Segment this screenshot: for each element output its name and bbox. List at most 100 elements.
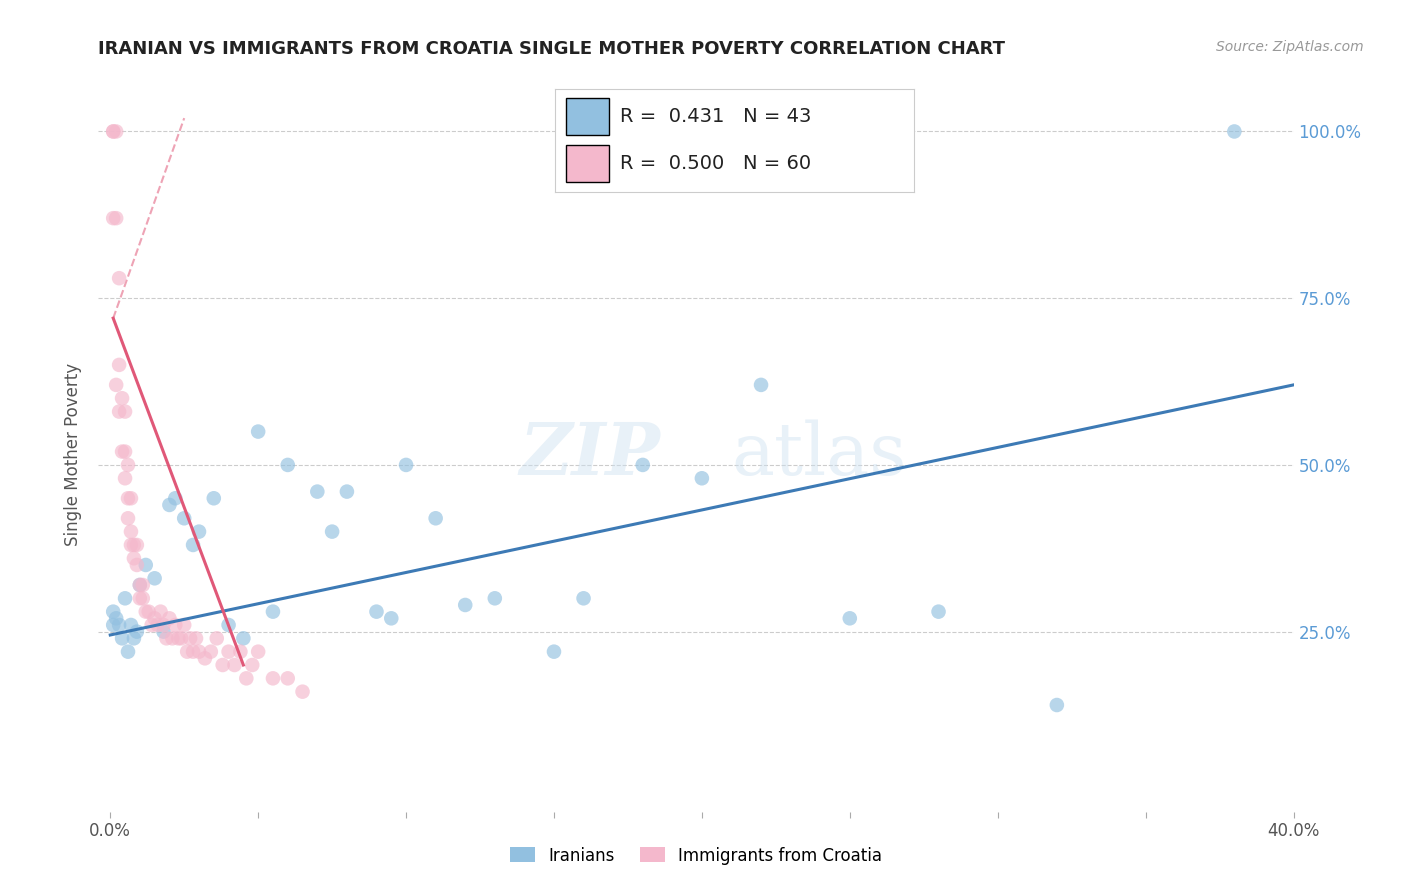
FancyBboxPatch shape [567, 98, 609, 136]
Point [128, 578, 150, 592]
Point [125, 538, 148, 552]
Point [146, 618, 169, 632]
Point [114, 404, 136, 418]
Point [262, 671, 284, 685]
Point [122, 551, 145, 566]
Point [114, 471, 136, 485]
Point [103, 618, 125, 632]
Point [749, 377, 772, 392]
Point [132, 591, 155, 606]
Point [125, 624, 148, 639]
Point [122, 632, 145, 646]
Point [262, 605, 284, 619]
Point [108, 358, 131, 372]
Point [211, 658, 233, 673]
Point [336, 484, 359, 499]
Point [162, 632, 184, 646]
Text: IRANIAN VS IMMIGRANTS FROM CROATIA SINGLE MOTHER POVERTY CORRELATION CHART: IRANIAN VS IMMIGRANTS FROM CROATIA SINGL… [98, 40, 1005, 58]
Point [395, 458, 418, 472]
Point [103, 124, 125, 138]
Point [181, 538, 204, 552]
Point [235, 671, 257, 685]
Point [277, 458, 299, 472]
Point [543, 645, 565, 659]
Point [690, 471, 713, 485]
Point [105, 211, 128, 226]
Point [111, 444, 134, 458]
Point [122, 538, 145, 552]
Point [380, 611, 402, 625]
Point [188, 524, 211, 539]
Point [165, 491, 187, 506]
Point [152, 624, 174, 639]
Point [117, 491, 139, 506]
Point [114, 444, 136, 458]
Point [321, 524, 343, 539]
Point [108, 404, 131, 418]
Point [247, 425, 270, 439]
Point [291, 684, 314, 698]
Point [105, 124, 128, 138]
Point [200, 645, 222, 659]
Point [188, 645, 211, 659]
Point [218, 645, 240, 659]
Text: R =  0.431   N = 43: R = 0.431 N = 43 [620, 107, 811, 127]
Text: ZIP: ZIP [519, 419, 661, 491]
Point [157, 498, 180, 512]
Point [125, 558, 148, 572]
Point [170, 632, 193, 646]
Point [149, 605, 172, 619]
Point [128, 591, 150, 606]
Point [138, 605, 160, 619]
Legend: Iranians, Immigrants from Croatia: Iranians, Immigrants from Croatia [503, 840, 889, 871]
Text: R =  0.500   N = 60: R = 0.500 N = 60 [620, 153, 811, 172]
Point [838, 611, 860, 625]
Point [105, 377, 128, 392]
Point [307, 484, 329, 499]
Point [176, 645, 198, 659]
Point [194, 651, 217, 665]
Point [117, 645, 139, 659]
Point [232, 632, 254, 646]
Point [454, 598, 477, 612]
Point [247, 645, 270, 659]
Point [928, 605, 950, 619]
Point [157, 611, 180, 625]
Point [572, 591, 595, 606]
Point [425, 511, 447, 525]
Point [1223, 124, 1246, 138]
Point [167, 632, 190, 646]
Point [135, 558, 157, 572]
Point [111, 632, 134, 646]
Point [108, 618, 131, 632]
Point [143, 611, 166, 625]
Point [132, 578, 155, 592]
Point [103, 124, 125, 138]
Point [141, 618, 163, 632]
Point [155, 632, 177, 646]
Point [1046, 698, 1069, 712]
Point [103, 605, 125, 619]
Point [165, 618, 187, 632]
Point [205, 632, 228, 646]
Point [152, 618, 174, 632]
Point [135, 605, 157, 619]
Point [117, 511, 139, 525]
Point [184, 632, 207, 646]
Point [120, 524, 142, 539]
Point [366, 605, 388, 619]
Point [173, 618, 195, 632]
Point [114, 591, 136, 606]
Point [105, 611, 128, 625]
Point [117, 458, 139, 472]
Point [484, 591, 506, 606]
Point [179, 632, 201, 646]
Point [111, 391, 134, 405]
Point [128, 578, 150, 592]
Point [202, 491, 225, 506]
Point [631, 458, 654, 472]
Point [143, 571, 166, 585]
Point [120, 538, 142, 552]
Text: atlas: atlas [733, 419, 907, 491]
FancyBboxPatch shape [567, 145, 609, 181]
